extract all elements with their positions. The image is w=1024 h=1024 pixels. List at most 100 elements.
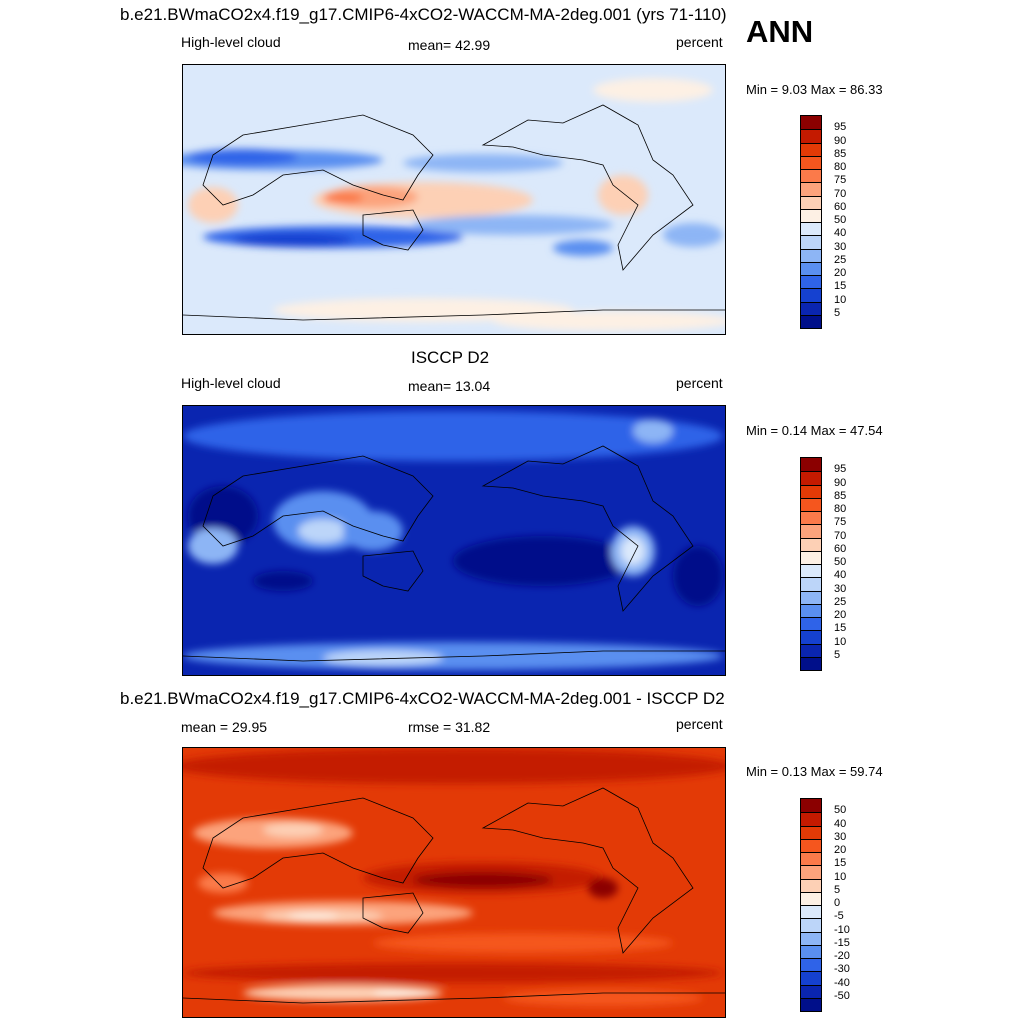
colorbar-obs-swatch <box>801 524 821 538</box>
colorbar-diff-swatch <box>801 944 821 958</box>
colorbar-model-tick-label: 10 <box>834 293 847 306</box>
colorbar-obs-swatch <box>801 511 821 525</box>
colorbar-model-tick-label: 75 <box>834 174 847 187</box>
colorbar-obs-tick-label: 90 <box>834 476 847 489</box>
colorbar-diff-tick-label: 30 <box>834 830 847 843</box>
colorbar-obs-tick-label: 5 <box>834 648 841 661</box>
diff-field-blob <box>183 748 725 784</box>
colorbar-diff-tick-label: 50 <box>834 804 847 817</box>
obs-field-blob <box>183 411 723 461</box>
colorbar-diff-tick-label: -10 <box>834 923 850 936</box>
colorbar-model-swatch <box>801 235 821 249</box>
colorbar-diff-swatch <box>801 799 821 813</box>
colorbar-diff-swatch <box>801 878 821 892</box>
diff-field-blob <box>588 878 618 898</box>
panel-obs-map <box>182 405 726 676</box>
colorbar-model-swatch <box>801 222 821 236</box>
colorbar-model-tick-label: 5 <box>834 306 841 319</box>
colorbar-model-tick-label: 15 <box>834 280 847 293</box>
obs-field-blob <box>633 419 673 443</box>
colorbar-obs-swatch <box>801 603 821 617</box>
diff-field-blob <box>373 989 433 997</box>
diff-field-blob <box>263 823 323 837</box>
colorbar-diff-tick-label: -30 <box>834 963 850 976</box>
panel-model-mean-label: mean= 42.99 <box>408 37 491 53</box>
colorbar-diff-swatch <box>801 812 821 826</box>
colorbar-obs-swatch <box>801 497 821 511</box>
colorbar-diff-swatch <box>801 838 821 852</box>
colorbar-model-tick-label: 40 <box>834 227 847 240</box>
colorbar-obs-swatch <box>801 630 821 644</box>
panel-diff-title: b.e21.BWmaCO2x4.f19_g17.CMIP6-4xCO2-WACC… <box>120 689 725 708</box>
colorbar-model-swatch <box>801 129 821 143</box>
colorbar-obs-swatch <box>801 484 821 498</box>
season-label: ANN <box>746 14 814 49</box>
colorbar-diff-tick-label: -5 <box>834 910 844 923</box>
model-field-blob <box>493 311 725 331</box>
panel-model-variable-label: High-level cloud <box>181 34 281 50</box>
colorbar-obs-swatch <box>801 590 821 604</box>
colorbar-obs-tick-label: 10 <box>834 635 847 648</box>
colorbar-diff-swatch <box>801 825 821 839</box>
colorbar-diff-swatch <box>801 931 821 945</box>
colorbar-diff-tick-label: -20 <box>834 950 850 962</box>
colorbar-diff-tick-label: -50 <box>834 989 850 1002</box>
colorbar-model-swatch <box>801 169 821 183</box>
panel-diff-map <box>182 747 726 1018</box>
diff-field-blob <box>503 990 703 1006</box>
colorbar-obs-swatch <box>801 471 821 485</box>
colorbar-model-swatch <box>801 261 821 275</box>
colorbar-model-tick-label: 85 <box>834 147 847 160</box>
colorbar-diff-tick-label: 15 <box>834 857 847 870</box>
model-field-blob <box>188 187 238 223</box>
panel-obs-mean-label: mean= 13.04 <box>408 378 491 394</box>
model-field-blob <box>598 175 648 215</box>
colorbar-model-swatch <box>801 142 821 156</box>
colorbar-model-tick-label: 25 <box>834 253 847 266</box>
panel-model-units-label: percent <box>676 34 723 50</box>
model-field-blob <box>273 298 573 322</box>
colorbar-model-swatch <box>801 248 821 262</box>
model-field-blob <box>188 149 298 165</box>
colorbar-diff-swatch <box>801 865 821 879</box>
panel-model-colorbar <box>800 115 822 329</box>
colorbar-diff-tick-label: 40 <box>834 817 847 830</box>
colorbar-obs-swatch <box>801 550 821 564</box>
colorbar-diff-swatch <box>801 905 821 919</box>
colorbar-obs-swatch <box>801 656 821 670</box>
diff-coastlines <box>183 787 725 1004</box>
colorbar-model-swatch <box>801 275 821 289</box>
colorbar-obs-swatch <box>801 458 821 472</box>
diff-field-blob <box>183 963 723 983</box>
colorbar-obs-swatch <box>801 564 821 578</box>
colorbar-obs-tick-label: 20 <box>834 609 847 621</box>
model-field-blob <box>403 154 563 172</box>
colorbar-obs-swatch <box>801 617 821 631</box>
model-field-blob <box>413 215 613 235</box>
colorbar-diff-swatch <box>801 997 821 1011</box>
panel-model-title: b.e21.BWmaCO2x4.f19_g17.CMIP6-4xCO2-WACC… <box>120 5 727 24</box>
colorbar-model-tick-label: 70 <box>834 187 847 200</box>
panel-model-minmax: Min = 9.03 Max = 86.33 <box>746 82 883 97</box>
obs-field-blob <box>253 571 313 591</box>
colorbar-model-swatch <box>801 208 821 222</box>
colorbar-diff-swatch <box>801 971 821 985</box>
colorbar-diff-tick-label: 0 <box>834 897 841 909</box>
colorbar-model-tick-label: 30 <box>834 240 847 253</box>
colorbar-model-swatch <box>801 314 821 328</box>
obs-field-blob <box>673 546 723 606</box>
panel-diff-colorbar <box>800 798 822 1012</box>
colorbar-obs-tick-label: 70 <box>834 529 847 542</box>
colorbar-diff-tick-label: 10 <box>834 870 847 883</box>
colorbar-obs-tick-label: 30 <box>834 582 847 595</box>
colorbar-diff-tick-label: 20 <box>834 844 847 856</box>
colorbar-model-tick-label: 95 <box>834 121 847 134</box>
colorbar-diff-swatch <box>801 852 821 866</box>
diff-field-blob <box>413 872 553 888</box>
panel-obs-units-label: percent <box>676 375 723 391</box>
model-field-blob <box>663 223 723 247</box>
colorbar-model-tick-label: 80 <box>834 161 847 173</box>
obs-field-blob <box>621 537 645 565</box>
panel-diff-minmax: Min = 0.13 Max = 59.74 <box>746 764 883 779</box>
obs-field-blob <box>188 528 238 564</box>
